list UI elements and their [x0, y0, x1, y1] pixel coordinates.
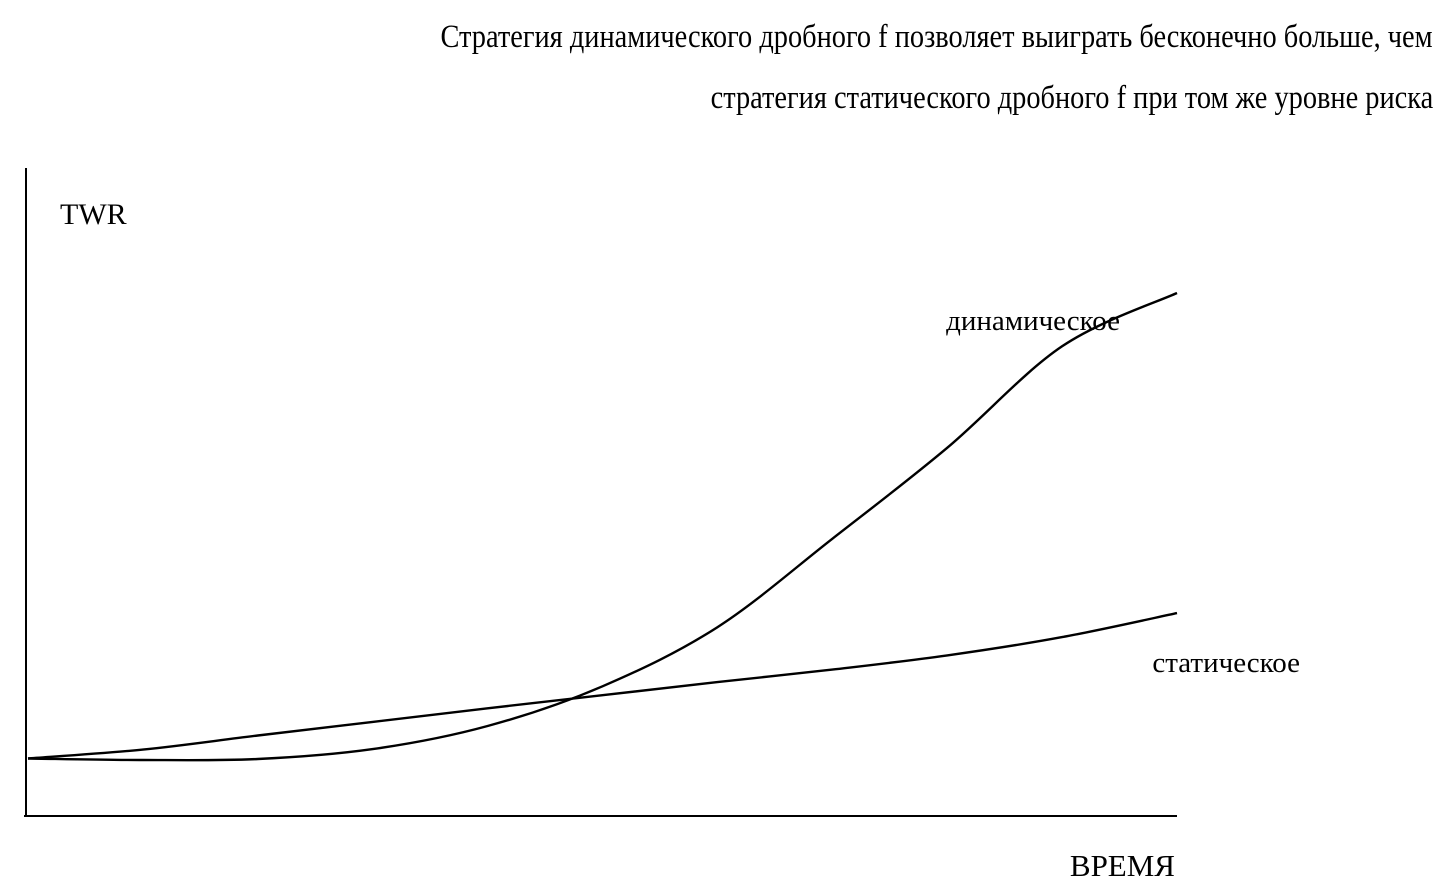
series-line-0: [27, 291, 1178, 762]
y-axis-title: TWR: [60, 198, 127, 231]
series-label-0: динамическое: [946, 305, 1120, 337]
series-group: динамическое статическое: [27, 291, 1300, 762]
series-label-1: статическое: [1152, 647, 1300, 679]
series-line-1: [27, 611, 1178, 760]
caption-line-2: стратегия статического дробного f при то…: [710, 80, 1433, 116]
caption-line-1: Стратегия динамического дробного f позво…: [440, 19, 1433, 55]
x-axis-title: ВРЕМЯ: [1070, 848, 1175, 883]
